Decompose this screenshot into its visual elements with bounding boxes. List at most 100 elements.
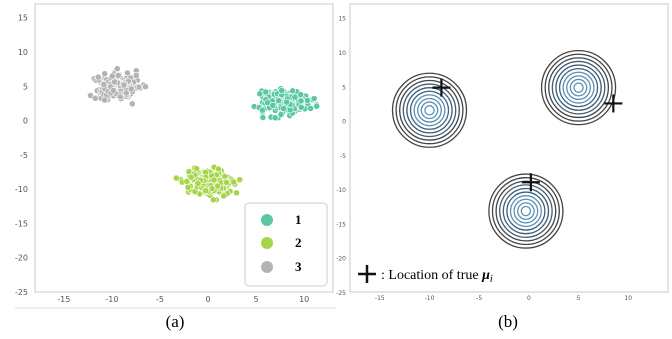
contour-ring	[499, 184, 553, 238]
scatter-point-3	[101, 70, 109, 78]
scatter-point-1	[258, 106, 266, 114]
plus-icon	[358, 265, 376, 283]
y-tick-label: 10	[18, 48, 28, 57]
scatter-point-1	[283, 98, 291, 106]
scatter-point-1	[256, 90, 264, 98]
y-tick-label: -25	[336, 290, 346, 297]
scatter-point-3	[127, 85, 135, 93]
legend-label-3: 3	[295, 259, 302, 274]
x-tick-label: 5	[254, 295, 259, 304]
y-tick-label: 15	[338, 16, 346, 23]
x-tick-label: 0	[205, 295, 210, 304]
scatter-point-3	[122, 89, 130, 97]
x-tick-label: -10	[425, 295, 435, 302]
scatter-point-2	[184, 183, 192, 191]
contour-ring	[399, 79, 460, 141]
scatter-point-1	[289, 87, 297, 95]
contour-ring	[509, 195, 542, 228]
contour-ring	[551, 60, 606, 115]
scatter-point-1	[307, 105, 314, 112]
scatter-point-1	[310, 95, 318, 102]
scatter-point-2	[210, 176, 218, 184]
y-tick-label: -15	[15, 219, 28, 228]
y-tick-label: -20	[336, 256, 346, 263]
scatter-point-1	[269, 102, 277, 109]
y-tick-label: 0	[23, 117, 28, 126]
legend: 1 2 3	[244, 202, 328, 287]
contour-ring	[540, 50, 617, 126]
panel-a-x-axis: -15 -10 -5 0 5 10	[57, 295, 309, 304]
scatter-point-3	[120, 81, 128, 89]
y-tick-label: -10	[15, 185, 28, 194]
panel-b-caption: (b)	[498, 312, 518, 331]
x-tick-label: -5	[476, 295, 482, 302]
annotation-subscript: i	[490, 274, 493, 285]
panel-b-frame	[349, 3, 669, 293]
contour-ring	[417, 97, 442, 123]
scatter-point-2	[233, 189, 240, 197]
y-tick-label: 5	[23, 82, 28, 91]
scatter-point-1	[291, 93, 299, 101]
contour-ring	[569, 78, 588, 97]
panel-b-y-axis: 15 10 5 0 -5 -10 -15 -20 -25	[336, 16, 346, 297]
scatter-point-3	[142, 83, 149, 90]
scatter-point-2	[220, 192, 228, 200]
contour-ring	[502, 187, 550, 235]
contour-ring	[424, 105, 435, 116]
scatter-point-3	[109, 87, 117, 94]
scatter-point-2	[172, 174, 180, 182]
scatter-point-2	[214, 182, 222, 190]
scatter-point-2	[209, 196, 217, 204]
x-tick-label: 10	[624, 295, 632, 302]
scatter-point-2	[183, 177, 191, 185]
x-tick-label: 0	[527, 295, 531, 302]
scatter-point-1	[275, 97, 282, 105]
contour-group-1	[391, 72, 468, 148]
legend-label-2: 2	[295, 235, 302, 250]
scatter-point-3	[94, 73, 102, 81]
scatter-point-1	[259, 114, 267, 121]
scatter-point-2	[215, 165, 222, 173]
x-tick-label: -15	[57, 295, 70, 304]
scatter-point-2	[194, 179, 202, 187]
scatter-point-3	[132, 72, 140, 79]
scatter-point-1	[297, 97, 305, 105]
scatter-point-1	[303, 97, 311, 104]
scatter-point-3	[111, 78, 118, 86]
scatter-point-2	[236, 176, 244, 184]
legend-label-1: 1	[295, 212, 302, 227]
x-tick-label: -5	[156, 295, 164, 304]
contour-ring	[558, 68, 599, 108]
panel-b-true-means	[432, 78, 623, 192]
x-tick-label: -15	[375, 295, 385, 302]
contour-ring	[409, 90, 450, 130]
scatter-point-3	[108, 72, 116, 80]
contour-ring	[544, 53, 613, 122]
legend-marker-3	[261, 261, 273, 273]
true-mean-marker	[521, 173, 540, 192]
y-tick-label: -20	[15, 254, 28, 263]
scatter-point-3	[128, 100, 136, 108]
annotation-label: : Location of true	[381, 268, 482, 283]
scatter-point-2	[208, 185, 216, 192]
legend-marker-2	[261, 237, 273, 249]
true-mean-marker	[432, 78, 451, 97]
scatter-point-1	[286, 106, 294, 114]
y-tick-label: -5	[340, 153, 346, 160]
scatter-point-1	[277, 111, 285, 118]
contour-ring	[562, 71, 595, 104]
scatter-point-3	[100, 81, 108, 88]
y-tick-label: 5	[342, 84, 346, 91]
scatter-point-3	[91, 94, 99, 102]
scatter-point-1	[271, 114, 279, 122]
x-tick-label: 5	[577, 295, 581, 302]
contour-group-3	[488, 173, 564, 249]
scatter-point-1	[297, 103, 305, 111]
scatter-point-1	[297, 91, 305, 98]
x-tick-label: 10	[299, 295, 309, 304]
panel-a-points	[87, 65, 321, 204]
scatter-point-1	[280, 105, 288, 112]
y-tick-label: -5	[20, 151, 28, 160]
